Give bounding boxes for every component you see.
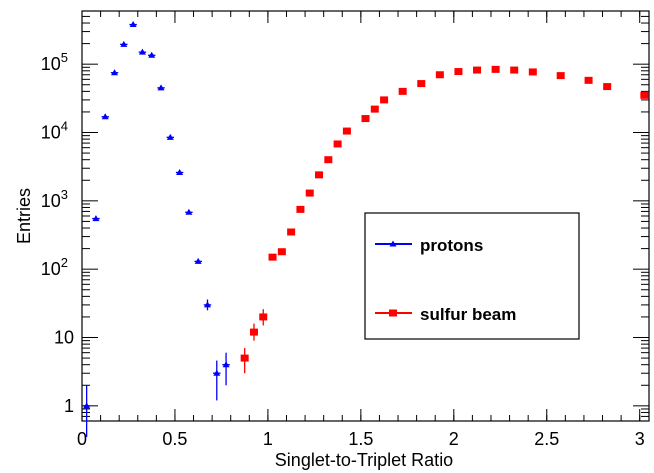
y-tick-label: 102 bbox=[41, 255, 68, 279]
data-point-sulfur-beam bbox=[491, 65, 500, 73]
y-tick-label: 1 bbox=[64, 396, 74, 416]
x-tick-label: 2.5 bbox=[534, 429, 559, 449]
data-point-sulfur-beam bbox=[296, 205, 305, 213]
data-point-protons bbox=[176, 168, 184, 175]
data-point-sulfur-beam bbox=[315, 171, 324, 179]
data-point-sulfur-beam bbox=[324, 156, 333, 164]
data-point-protons bbox=[148, 51, 156, 58]
data-point-sulfur-beam bbox=[454, 68, 463, 76]
data-point-sulfur-beam bbox=[603, 83, 612, 91]
data-point-sulfur-beam bbox=[361, 115, 370, 123]
data-point-sulfur-beam bbox=[398, 87, 407, 95]
y-tick-label: 103 bbox=[41, 187, 68, 211]
data-point-protons bbox=[166, 133, 174, 140]
data-point-protons bbox=[120, 40, 128, 47]
y-tick-label: 105 bbox=[41, 50, 68, 74]
data-point-protons bbox=[129, 21, 137, 28]
x-tick-label: 0.5 bbox=[162, 429, 187, 449]
data-point-protons bbox=[194, 257, 202, 264]
data-point-sulfur-beam bbox=[584, 76, 593, 84]
data-point-protons bbox=[92, 215, 100, 222]
y-axis-title: Entries bbox=[14, 188, 34, 244]
x-axis-title: Singlet-to-Triplet Ratio bbox=[275, 450, 453, 470]
x-tick-label: 0 bbox=[77, 429, 87, 449]
data-point-sulfur-beam bbox=[380, 96, 389, 104]
legend-key-marker bbox=[389, 309, 397, 317]
data-point-sulfur-beam bbox=[342, 127, 351, 135]
x-tick-label: 2 bbox=[449, 429, 459, 449]
data-point-protons bbox=[101, 113, 109, 120]
data-point-sulfur-beam bbox=[240, 354, 249, 362]
data-marks bbox=[82, 21, 649, 437]
legend-key-marker bbox=[389, 240, 397, 247]
data-point-sulfur-beam bbox=[640, 91, 649, 99]
legend-label-sulfur-beam: sulfur beam bbox=[420, 305, 516, 324]
x-tick-label: 3 bbox=[635, 429, 645, 449]
series-protons bbox=[82, 21, 230, 437]
y-tick-label: 104 bbox=[41, 119, 68, 143]
data-point-sulfur-beam bbox=[370, 105, 379, 113]
legend-label-protons: protons bbox=[420, 236, 483, 255]
data-point-protons bbox=[185, 208, 193, 215]
data-point-sulfur-beam bbox=[528, 68, 537, 76]
data-point-sulfur-beam bbox=[333, 140, 342, 148]
data-point-protons bbox=[203, 301, 211, 308]
data-point-sulfur-beam bbox=[417, 80, 426, 88]
data-point-protons bbox=[138, 48, 146, 55]
data-point-protons bbox=[83, 402, 91, 409]
legend-keys bbox=[375, 240, 412, 317]
data-point-sulfur-beam bbox=[510, 66, 519, 74]
legend-box bbox=[364, 212, 580, 340]
data-point-sulfur-beam bbox=[249, 328, 258, 336]
data-point-protons bbox=[222, 361, 230, 368]
data-point-sulfur-beam bbox=[556, 72, 565, 80]
data-point-protons bbox=[213, 369, 221, 376]
data-point-protons bbox=[157, 84, 165, 91]
data-point-sulfur-beam bbox=[305, 189, 314, 197]
data-point-sulfur-beam bbox=[268, 253, 277, 261]
x-tick-label: 1.5 bbox=[348, 429, 373, 449]
axes: 0 0.5 1 1.5 2 2.5 3 1 10 102 103 104 105 bbox=[41, 10, 649, 449]
series-sulfur-beam bbox=[240, 65, 649, 374]
data-point-sulfur-beam bbox=[277, 248, 286, 256]
legend: protons sulfur beam bbox=[364, 212, 580, 340]
data-point-sulfur-beam bbox=[287, 228, 296, 236]
data-point-protons bbox=[111, 69, 119, 76]
data-point-sulfur-beam bbox=[435, 71, 444, 79]
data-point-sulfur-beam bbox=[259, 313, 268, 321]
data-point-sulfur-beam bbox=[473, 66, 482, 74]
y-tick-label: 10 bbox=[54, 328, 74, 348]
x-tick-label: 1 bbox=[263, 429, 273, 449]
